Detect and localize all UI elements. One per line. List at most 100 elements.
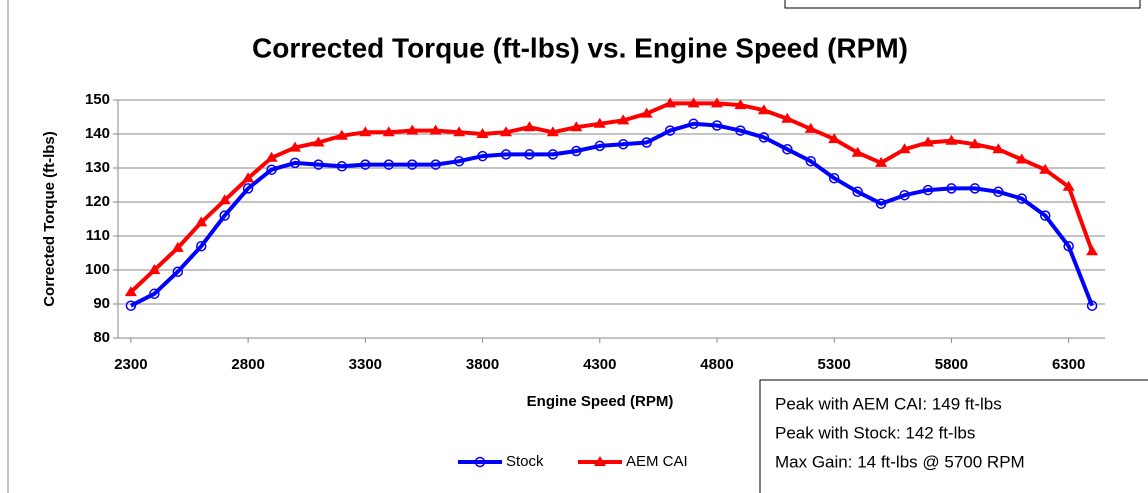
box	[784, 0, 1141, 9]
data-point	[899, 189, 910, 201]
data-point	[148, 264, 161, 274]
data-point	[1063, 240, 1074, 252]
data-point	[171, 241, 184, 252]
data-point	[571, 145, 582, 157]
x-tick-label: 3800	[466, 356, 499, 373]
y-tick-label: 80	[93, 329, 110, 346]
data-point	[852, 186, 863, 198]
data-point	[453, 126, 466, 137]
data-point	[172, 266, 184, 277]
data-point	[946, 183, 957, 194]
data-point	[1015, 153, 1028, 164]
data-point	[922, 184, 934, 196]
x-tick-label: 2800	[231, 356, 264, 373]
data-point	[757, 104, 770, 115]
data-point	[1016, 193, 1028, 204]
data-point	[921, 136, 934, 147]
data-point	[945, 134, 958, 145]
series-line	[129, 101, 1094, 294]
annotation: Peak with Stock: 142 ft-lbs	[775, 423, 975, 442]
data-point	[875, 198, 887, 209]
data-point	[664, 97, 677, 108]
data-point	[992, 143, 1005, 154]
data-point	[688, 118, 699, 130]
data-point	[640, 107, 653, 118]
data-point	[360, 159, 371, 170]
y-tick-label: 150	[85, 91, 110, 108]
series-line	[129, 121, 1094, 308]
data-point	[547, 149, 559, 160]
x-tick-label: 4300	[583, 356, 616, 373]
y-tick-label: 110	[86, 227, 110, 244]
data-point	[1086, 300, 1098, 311]
annotation: Max Gain: 14 ft-lbs @ 5700 RPM	[775, 452, 1025, 471]
data-point	[313, 159, 324, 170]
data-point	[617, 114, 630, 125]
data-point	[1039, 210, 1051, 221]
data-point	[1086, 245, 1099, 256]
data-point	[430, 159, 441, 170]
data-point	[149, 288, 160, 300]
data-point	[617, 138, 629, 150]
data-point	[570, 121, 583, 132]
data-point	[406, 124, 419, 135]
y-tick-label: 100	[85, 261, 110, 278]
data-point	[875, 156, 888, 167]
data-point	[312, 136, 325, 147]
legend-marker	[594, 456, 606, 466]
data-point	[804, 122, 817, 133]
data-point	[242, 183, 254, 194]
data-point	[406, 159, 418, 170]
annotation-box	[759, 379, 1148, 493]
data-point	[805, 155, 817, 167]
data-point	[711, 120, 723, 131]
chart-title: Corrected Torque (ft-lbs) vs. Engine Spe…	[252, 32, 908, 63]
data-point	[477, 150, 488, 162]
data-point	[289, 157, 301, 169]
x-tick-label: 3300	[349, 356, 382, 373]
y-tick-label: 120	[85, 193, 110, 210]
y-tick-label: 90	[93, 295, 110, 312]
x-tick-label: 5800	[935, 356, 968, 373]
data-point	[523, 121, 536, 132]
legend-marker	[474, 456, 486, 468]
data-point	[781, 112, 794, 123]
data-point	[359, 126, 372, 137]
data-point	[734, 99, 747, 110]
data-point	[266, 164, 277, 175]
data-point	[265, 151, 278, 162]
data-point	[195, 240, 207, 252]
data-point	[218, 194, 231, 205]
data-point	[125, 300, 137, 311]
y-axis-label: Corrected Torque (ft-lbs)	[41, 131, 58, 307]
data-point	[383, 159, 395, 170]
data-point	[453, 155, 465, 167]
data-point	[735, 125, 746, 136]
data-point	[758, 132, 770, 143]
data-point	[687, 97, 700, 108]
x-tick-label: 6300	[1052, 356, 1085, 373]
data-point	[1039, 163, 1052, 174]
data-point	[969, 183, 981, 194]
legend-label: AEM CAI	[626, 453, 688, 470]
data-point	[664, 125, 676, 136]
data-point	[336, 161, 348, 172]
data-point	[898, 143, 911, 154]
data-point	[476, 128, 489, 138]
data-point	[782, 144, 793, 155]
data-point	[335, 129, 348, 140]
x-axis-label: Engine Speed (RPM)	[527, 393, 674, 410]
data-point	[968, 138, 981, 149]
x-tick-label: 4800	[700, 356, 733, 373]
data-point	[710, 97, 723, 108]
data-point	[828, 133, 841, 144]
data-point	[828, 172, 840, 184]
y-tick-label: 140	[85, 125, 110, 142]
data-point	[500, 126, 513, 137]
y-tick-label: 130	[85, 159, 110, 176]
data-point	[124, 286, 137, 297]
data-point	[851, 146, 864, 157]
data-point	[500, 149, 512, 160]
data-point	[289, 141, 302, 152]
legend-label: Stock	[506, 453, 544, 470]
